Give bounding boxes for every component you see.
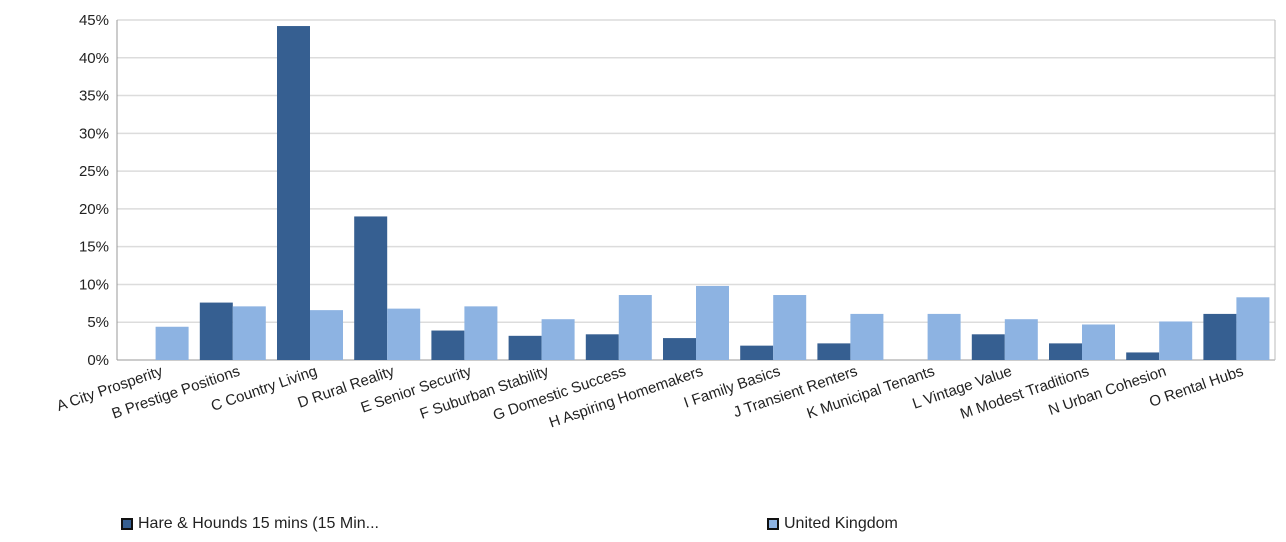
y-tick-label: 10% (79, 276, 109, 293)
y-tick-label: 45% (79, 12, 109, 29)
legend-swatch-series-1 (121, 518, 133, 530)
bar-series-1 (1049, 343, 1082, 360)
bar-series-1 (354, 216, 388, 360)
bar-series-1 (277, 26, 310, 361)
bar-series-2 (773, 295, 807, 360)
bar-series-1 (740, 345, 774, 360)
bar-series-2 (1004, 319, 1038, 360)
bar-series-2 (155, 326, 189, 360)
bar-series-1 (431, 330, 465, 360)
bar-series-2 (387, 308, 421, 360)
bar-series-1 (971, 334, 1005, 360)
bar-series-2 (1236, 297, 1270, 360)
bar-series-1 (817, 343, 851, 360)
y-tick-label: 0% (87, 352, 109, 369)
legend-label-series-2: United Kingdom (784, 515, 898, 532)
bar-series-1 (585, 334, 619, 360)
y-tick-label: 25% (79, 163, 109, 180)
bar-series-2 (1082, 324, 1115, 360)
bar-series-1 (199, 302, 233, 360)
x-category-label: K Municipal Tenants (805, 363, 937, 423)
legend-label-series-1: Hare & Hounds 15 mins (15 Min... (138, 515, 379, 532)
y-tick-label: 40% (79, 50, 109, 67)
x-category-label: M Modest Traditions (958, 363, 1091, 423)
bar-series-2 (618, 295, 652, 360)
legend-swatch-series-2 (767, 518, 779, 530)
bar-series-2 (927, 313, 961, 360)
legend-item-series-1: Hare & Hounds 15 mins (15 Min... (121, 515, 379, 533)
bar-series-1 (1126, 352, 1160, 360)
bar-series-1 (663, 338, 696, 360)
bar-series-2 (232, 306, 266, 360)
x-category-label: B Prestige Positions (110, 363, 242, 423)
y-tick-label: 5% (87, 314, 109, 331)
bar-series-2 (696, 285, 729, 360)
y-tick-label: 30% (79, 125, 109, 142)
legend-item-series-2: United Kingdom (767, 515, 898, 533)
y-tick-label: 15% (79, 239, 109, 256)
x-category-label: F Suburban Stability (418, 363, 552, 423)
bar-series-2 (464, 306, 498, 360)
bar-series-2 (541, 319, 575, 360)
bar-series-2 (850, 313, 884, 360)
bar-chart: 0%5%10%15%20%25%30%35%40%45%A City Prosp… (55, 12, 1276, 431)
bar-series-1 (1203, 313, 1237, 360)
bar-series-2 (1159, 321, 1193, 360)
bar-series-2 (310, 310, 343, 360)
bar-series-1 (508, 335, 542, 360)
y-tick-label: 20% (79, 201, 109, 218)
y-tick-label: 35% (79, 88, 109, 105)
